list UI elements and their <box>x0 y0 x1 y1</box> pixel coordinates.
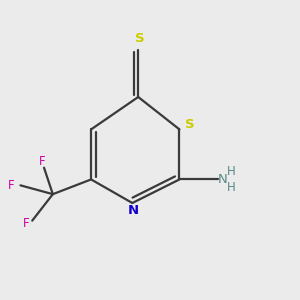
Text: F: F <box>8 179 15 192</box>
Text: S: S <box>135 32 145 45</box>
Text: H: H <box>226 181 235 194</box>
Text: N: N <box>218 173 227 186</box>
Text: F: F <box>39 155 46 168</box>
Text: H: H <box>226 165 235 178</box>
Text: F: F <box>23 217 30 230</box>
Text: N: N <box>128 204 140 217</box>
Text: S: S <box>185 118 195 131</box>
